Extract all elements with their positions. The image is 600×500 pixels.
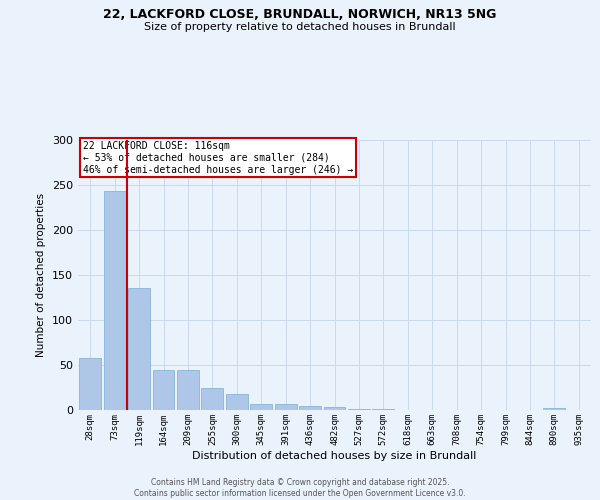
Bar (275, 404, 296, 410)
Text: Size of property relative to detached houses in Brundall: Size of property relative to detached ho… (144, 22, 456, 32)
Text: Contains HM Land Registry data © Crown copyright and database right 2025.
Contai: Contains HM Land Registry data © Crown c… (134, 478, 466, 498)
Bar (177, 370, 199, 410)
Bar (104, 192, 125, 410)
Bar (79, 358, 101, 410)
Bar (299, 406, 321, 410)
Text: 22, LACKFORD CLOSE, BRUNDALL, NORWICH, NR13 5NG: 22, LACKFORD CLOSE, BRUNDALL, NORWICH, N… (103, 8, 497, 20)
Bar (348, 409, 370, 410)
Y-axis label: Number of detached properties: Number of detached properties (37, 193, 46, 357)
Bar (202, 388, 223, 410)
Text: 22 LACKFORD CLOSE: 116sqm
← 53% of detached houses are smaller (284)
46% of semi: 22 LACKFORD CLOSE: 116sqm ← 53% of detac… (83, 142, 353, 174)
Bar (250, 404, 272, 410)
X-axis label: Distribution of detached houses by size in Brundall: Distribution of detached houses by size … (193, 450, 476, 460)
Bar (373, 409, 394, 410)
Bar (128, 288, 150, 410)
Bar (226, 394, 248, 410)
Bar (544, 408, 565, 410)
Bar (323, 408, 346, 410)
Bar (152, 370, 175, 410)
